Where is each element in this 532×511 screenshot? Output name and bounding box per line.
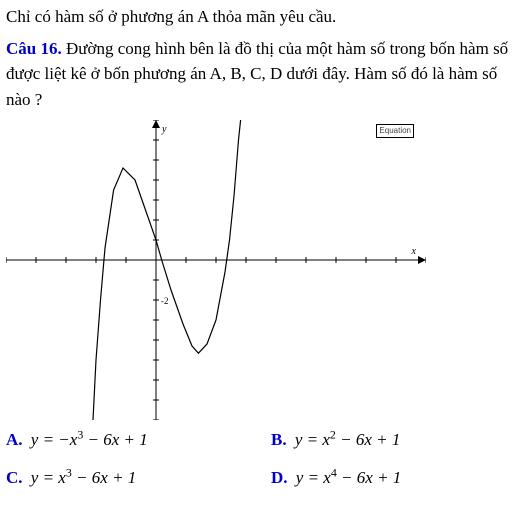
option-b-eq: y = x2 − 6x + 1 [295, 430, 401, 449]
option-b-letter: B. [271, 430, 287, 449]
option-a-letter: A. [6, 430, 23, 449]
graph-svg: y x -2 [6, 120, 426, 420]
option-a: A. y = −x3 − 6x + 1 [6, 426, 261, 452]
option-d-letter: D. [271, 468, 288, 487]
option-c: C. y = x3 − 6x + 1 [6, 464, 261, 490]
svg-text:x: x [411, 246, 417, 257]
equation-editor-badge: Equation [376, 124, 414, 138]
svg-text:-2: -2 [161, 296, 169, 306]
graph-container: y x -2 Equation [6, 120, 426, 420]
question-label: Câu 16. [6, 39, 62, 58]
option-c-eq: y = x3 − 6x + 1 [31, 468, 137, 487]
option-d-eq: y = x4 − 6x + 1 [296, 468, 402, 487]
question-text: Đường cong hình bên là đồ thị của một hà… [6, 39, 508, 109]
option-d: D. y = x4 − 6x + 1 [271, 464, 526, 490]
intro-text: Chỉ có hàm số ở phương án A thỏa mãn yêu… [6, 4, 526, 30]
option-c-letter: C. [6, 468, 23, 487]
option-a-eq: y = −x3 − 6x + 1 [31, 430, 148, 449]
svg-text:y: y [161, 124, 167, 135]
options-grid: A. y = −x3 − 6x + 1 B. y = x2 − 6x + 1 C… [6, 426, 526, 490]
question-block: Câu 16. Đường cong hình bên là đồ thị củ… [6, 36, 526, 113]
option-b: B. y = x2 − 6x + 1 [271, 426, 526, 452]
